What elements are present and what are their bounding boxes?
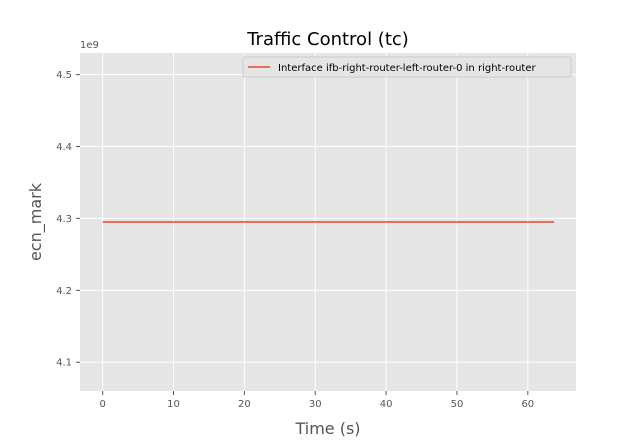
legend: Interface ifb-right-router-left-router-0…: [242, 56, 572, 78]
legend-entry-label: Interface ifb-right-router-left-router-0…: [278, 63, 536, 74]
x-tick-label: 30: [309, 399, 322, 410]
y-tick-label: 4.2: [56, 286, 72, 297]
y-tick-label: 4.5: [56, 70, 72, 81]
x-axis-label: Time (s): [294, 419, 360, 438]
ticks: 0 10 20 30 40 50 60 4.1 4.2 4.3 4.4 4.5: [56, 70, 534, 410]
x-tick-label: 50: [451, 399, 464, 410]
y-tick-label: 4.3: [56, 214, 72, 225]
x-tick-label: 40: [380, 399, 393, 410]
y-tick-label: 4.4: [56, 142, 72, 153]
y-offset-label: 1e9: [80, 40, 99, 51]
x-tick-label: 20: [238, 399, 251, 410]
y-axis-label: ecn_mark: [26, 182, 46, 261]
y-tick-label: 4.1: [56, 358, 72, 369]
x-tick-label: 10: [167, 399, 180, 410]
legend-box: [242, 56, 572, 78]
x-tick-label: 60: [521, 399, 534, 410]
chart-title: Traffic Control (tc): [246, 29, 409, 50]
x-tick-label: 0: [99, 399, 105, 410]
